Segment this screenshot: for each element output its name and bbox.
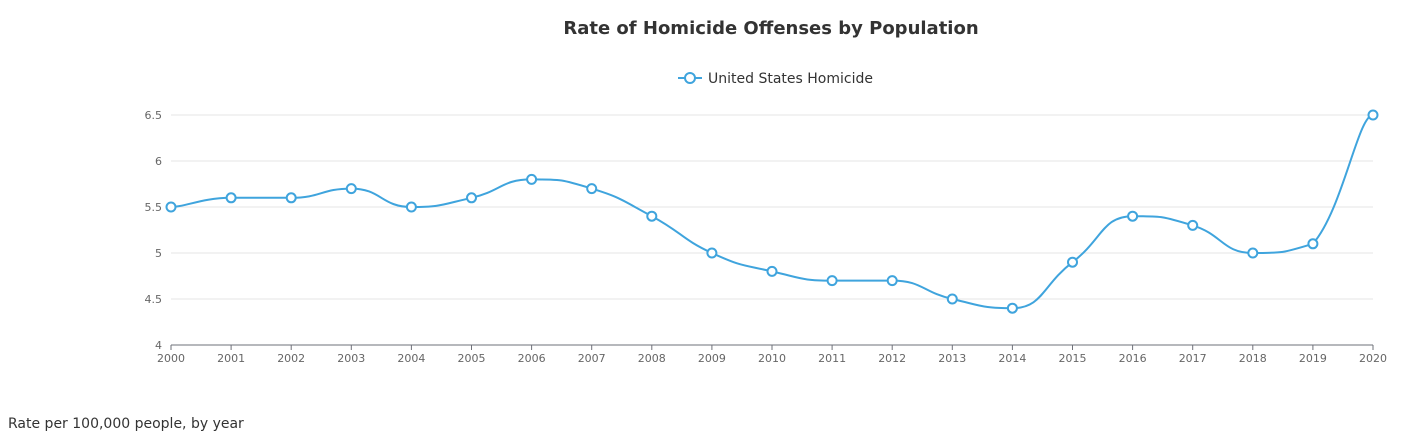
data-point-2008[interactable]: [646, 210, 658, 222]
grid-lines: [171, 114, 1373, 300]
x-tick-label: 2010: [758, 352, 786, 365]
x-tick-label: 2008: [638, 352, 666, 365]
x-tick-label: 2017: [1179, 352, 1207, 365]
x-tick-label: 2003: [337, 352, 365, 365]
x-tick-label: 2002: [277, 352, 305, 365]
data-point-2007[interactable]: [586, 183, 598, 195]
x-tick-label: 2018: [1239, 352, 1267, 365]
x-tick-label: 2013: [938, 352, 966, 365]
x-tick-label: 2004: [397, 352, 425, 365]
legend-label: United States Homicide: [708, 71, 873, 87]
chart-caption: Rate per 100,000 people, by year: [8, 416, 244, 432]
data-point-2002[interactable]: [285, 192, 297, 204]
data-point-2003[interactable]: [345, 183, 357, 195]
y-tick-label: 6.5: [145, 109, 163, 122]
data-point-2017[interactable]: [1187, 219, 1199, 231]
x-tick-label: 2009: [698, 352, 726, 365]
y-tick-label: 4.5: [145, 293, 163, 306]
data-point-2014[interactable]: [1006, 302, 1018, 314]
y-tick-label: 6: [155, 155, 162, 168]
data-point-2005[interactable]: [466, 192, 477, 204]
data-point-2015[interactable]: [1067, 256, 1078, 268]
x-tick-label: 2001: [217, 352, 245, 365]
x-tick-label: 2020: [1359, 352, 1387, 365]
data-point-2013[interactable]: [946, 293, 958, 305]
line-chart: Rate of Homicide Offenses by Population …: [145, 18, 1388, 365]
x-tick-label: 2011: [818, 352, 846, 365]
x-tick-label: 2019: [1299, 352, 1327, 365]
y-tick-label: 5.5: [145, 201, 163, 214]
data-point-2004[interactable]: [405, 201, 417, 213]
series-united-states-homicide: [165, 109, 1379, 314]
x-tick-label: 2015: [1059, 352, 1087, 365]
data-point-2016[interactable]: [1127, 210, 1139, 222]
data-point-2000[interactable]: [165, 201, 177, 213]
y-tick-label: 4: [155, 339, 162, 352]
chart-title: Rate of Homicide Offenses by Population: [563, 18, 978, 39]
x-tick-label: 2000: [157, 352, 185, 365]
y-axis-tick-labels: 4 4.5 5 5.5 6 6.5: [145, 109, 163, 352]
y-tick-label: 5: [155, 247, 162, 260]
x-tick-label: 2016: [1119, 352, 1147, 365]
data-point-2010[interactable]: [766, 265, 778, 277]
data-point-2001[interactable]: [225, 192, 237, 204]
data-point-2011[interactable]: [826, 275, 838, 287]
legend[interactable]: United States Homicide: [678, 71, 873, 87]
legend-marker-icon: [684, 72, 696, 84]
data-point-2012[interactable]: [886, 275, 898, 287]
series-line: [170, 114, 1374, 310]
x-tick-label: 2007: [578, 352, 606, 365]
data-point-2018[interactable]: [1247, 247, 1259, 259]
data-point-2020[interactable]: [1367, 109, 1379, 121]
x-axis: 2000 2001 2002 2003 2004 2005 2006 2007 2008 2009…: [157, 344, 1387, 365]
x-tick-label: 2006: [518, 352, 546, 365]
data-point-2006[interactable]: [526, 173, 538, 185]
x-tick-label: 2005: [458, 352, 486, 365]
data-point-2019[interactable]: [1307, 238, 1319, 250]
x-tick-label: 2012: [878, 352, 906, 365]
data-point-2009[interactable]: [706, 247, 718, 259]
x-tick-label: 2014: [998, 352, 1026, 365]
